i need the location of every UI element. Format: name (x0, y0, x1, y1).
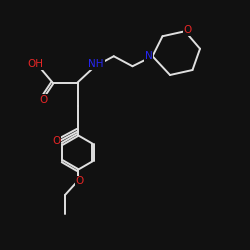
Text: O: O (184, 25, 192, 35)
Text: OH: OH (27, 59, 43, 69)
Text: O: O (40, 95, 48, 105)
Text: NH: NH (88, 59, 104, 69)
Text: O: O (76, 176, 84, 186)
Text: N: N (145, 51, 152, 61)
Text: O: O (52, 136, 60, 146)
